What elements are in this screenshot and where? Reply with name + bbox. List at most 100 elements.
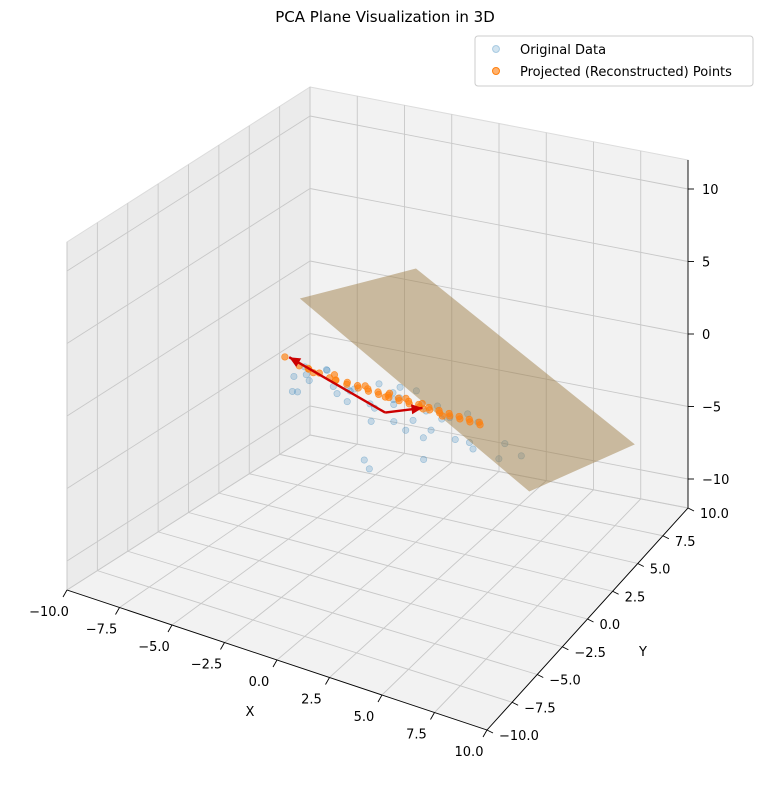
legend: Original Data Projected (Reconstructed) … bbox=[474, 35, 754, 87]
x-tick-mark bbox=[167, 624, 173, 633]
x-tick-label: 10.0 bbox=[455, 745, 484, 760]
pca-plane bbox=[299, 268, 635, 492]
projected-point bbox=[281, 353, 289, 361]
projected-point bbox=[446, 412, 454, 420]
x-tick-label: 7.5 bbox=[406, 728, 427, 743]
original-point bbox=[469, 445, 477, 453]
x-tick-mark bbox=[220, 642, 225, 650]
projected-point bbox=[456, 415, 464, 423]
projected-point bbox=[354, 384, 362, 392]
y-tick-mark bbox=[537, 674, 544, 678]
z-tick-label: −10 bbox=[702, 473, 729, 488]
y-grid-floor bbox=[218, 492, 613, 592]
original-point bbox=[360, 456, 368, 464]
y-tick-label: −2.5 bbox=[574, 646, 606, 661]
projected-point bbox=[466, 418, 474, 426]
y-tick-label: 5.0 bbox=[650, 563, 671, 578]
y-tick-label: 7.5 bbox=[675, 535, 696, 550]
original-point bbox=[375, 380, 383, 388]
legend-label-original: Original Data bbox=[520, 43, 606, 58]
chart-title: PCA Plane Visualization in 3D bbox=[275, 8, 495, 26]
y-grid-floor bbox=[97, 570, 513, 703]
original-point bbox=[451, 436, 459, 444]
y-grid-floor bbox=[188, 512, 588, 620]
original-point bbox=[288, 387, 296, 395]
z-tick-label: 5 bbox=[702, 256, 710, 271]
y-grid-floor bbox=[158, 531, 563, 648]
x-tick-label: 0.0 bbox=[249, 675, 270, 690]
y-tick-mark bbox=[511, 701, 519, 706]
original-point bbox=[427, 426, 435, 434]
legend-label-projected: Projected (Reconstructed) Points bbox=[520, 65, 732, 80]
projected-point bbox=[425, 406, 434, 414]
y-tick-mark bbox=[486, 729, 494, 734]
pc-arrow-shaft-1 bbox=[288, 356, 386, 414]
projected-point bbox=[343, 380, 351, 388]
x-tick-label: −2.5 bbox=[191, 658, 223, 673]
y-tick-mark bbox=[587, 618, 594, 623]
projected-point bbox=[381, 393, 389, 401]
original-point bbox=[396, 383, 404, 391]
pc-arrow-head-1 bbox=[289, 357, 302, 368]
projected-point bbox=[364, 387, 373, 395]
x-tick-mark bbox=[62, 589, 68, 598]
legend-marker-original bbox=[492, 45, 500, 53]
x-tick-label: −7.5 bbox=[86, 623, 118, 638]
y-tick-label: −5.0 bbox=[549, 674, 581, 689]
projected-point bbox=[405, 400, 413, 408]
original-point bbox=[305, 377, 313, 385]
pc-arrow-head-2 bbox=[410, 404, 423, 415]
z-grid-left bbox=[66, 188, 311, 344]
x-tick-mark bbox=[430, 712, 435, 720]
z-tick-label: −5 bbox=[702, 401, 721, 416]
projected-point bbox=[330, 371, 339, 379]
y-tick-label: 0.0 bbox=[600, 618, 621, 633]
x-tick-label: 2.5 bbox=[301, 693, 322, 708]
projected-point bbox=[438, 412, 446, 420]
original-point bbox=[409, 416, 417, 424]
original-point bbox=[367, 417, 375, 425]
y-grid-floor bbox=[279, 453, 663, 537]
y-axis-ticks: −10.0 −7.5 −5.0 −2.5 0.0 2.5 5.0 7.5 10.0 bbox=[486, 507, 729, 744]
original-point bbox=[323, 366, 331, 374]
z-grid-right bbox=[309, 188, 689, 262]
x-tick-mark bbox=[325, 677, 330, 685]
y-tick-label: 2.5 bbox=[625, 590, 646, 605]
original-point bbox=[402, 426, 410, 434]
y-tick-label: −10.0 bbox=[499, 729, 539, 744]
y-axis-label: Y bbox=[638, 645, 647, 660]
original-point bbox=[290, 372, 298, 380]
projected-point bbox=[402, 394, 410, 402]
original-point bbox=[365, 465, 373, 473]
projected-point bbox=[476, 421, 484, 429]
y-tick-mark bbox=[612, 590, 619, 595]
z-grid-right bbox=[309, 260, 689, 335]
legend-marker-projected bbox=[492, 67, 500, 75]
original-point bbox=[390, 418, 398, 426]
original-point bbox=[343, 398, 351, 406]
x-tick-label: −10.0 bbox=[29, 605, 69, 620]
original-point bbox=[420, 456, 428, 464]
y-grid-floor bbox=[309, 434, 689, 509]
x-axis-label: X bbox=[246, 705, 255, 720]
y-tick-label: −7.5 bbox=[524, 701, 556, 716]
z-grid-left bbox=[66, 405, 311, 562]
z-grid-left bbox=[66, 115, 311, 272]
x-tick-mark bbox=[272, 659, 278, 668]
x-tick-label: 5.0 bbox=[354, 710, 375, 725]
y-grid-floor bbox=[249, 473, 638, 564]
original-point bbox=[390, 400, 398, 408]
x-tick-mark bbox=[482, 729, 488, 738]
legend-box bbox=[474, 35, 754, 87]
y-tick-mark bbox=[662, 535, 670, 540]
z-grid-left bbox=[66, 260, 311, 417]
z-axis-ticks: −10 −5 0 5 10 bbox=[688, 183, 729, 488]
z-tick-label: 0 bbox=[702, 328, 710, 343]
x-tick-mark bbox=[377, 694, 383, 703]
y-tick-label: 10.0 bbox=[700, 507, 729, 522]
z-grid-left bbox=[66, 333, 311, 489]
z-tick-label: 10 bbox=[702, 183, 719, 198]
y-tick-mark bbox=[562, 646, 569, 651]
original-point bbox=[322, 366, 330, 374]
